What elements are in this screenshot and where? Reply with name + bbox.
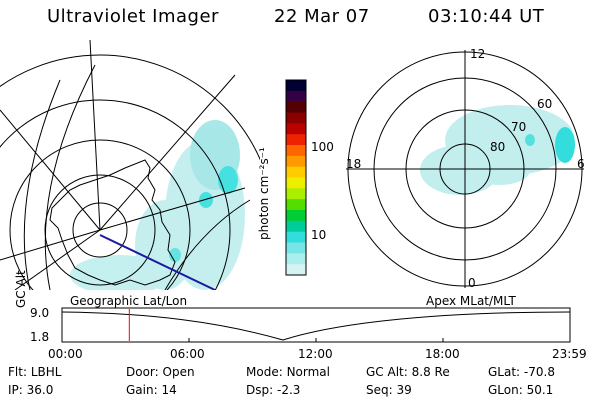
gain-field: Gain: 14 — [126, 383, 177, 397]
mlt-label-6: 6 — [577, 157, 585, 171]
lat-label-60: 60 — [537, 97, 553, 111]
glat-field: GLat: -70.8 — [488, 365, 555, 379]
door-label: Door: — [126, 365, 159, 379]
right-plot-caption: Apex MLat/MLT — [426, 294, 516, 308]
polar-plot — [346, 50, 584, 288]
colorbar-swatch — [286, 231, 306, 243]
colorbar-swatch — [286, 134, 306, 146]
glon-field: GLon: 50.1 — [488, 383, 553, 397]
colorbar-swatch — [286, 112, 306, 124]
mode-label: Mode: — [246, 365, 283, 379]
flt-value: LBHL — [30, 365, 62, 379]
gain-value: 14 — [161, 383, 177, 397]
seq-field: Seq: 39 — [366, 383, 412, 397]
timeline-ymax: 9.0 — [30, 306, 50, 320]
geographic-map — [0, 40, 260, 290]
timeline-xtick-3: 18:00 — [425, 347, 460, 361]
terminator-line — [99, 234, 216, 290]
colorbar-swatch — [286, 253, 306, 265]
ip-field: IP: 36.0 — [8, 383, 53, 397]
timeline-ticks — [61, 338, 571, 342]
colorbar-swatch — [286, 80, 306, 92]
aurora-emission-left — [70, 120, 245, 290]
longitude-lines — [0, 40, 246, 290]
mlt-label-18: 18 — [346, 157, 362, 171]
colorbar-tick-100: 100 — [311, 140, 334, 154]
door-value: Open — [162, 365, 195, 379]
flt-label: Flt: — [8, 365, 27, 379]
timeline-ylabel: GC Alt — [14, 270, 28, 308]
gcalt-label: GC Alt: — [366, 365, 408, 379]
timeline-xtick-1: 06:00 — [170, 347, 205, 361]
date-label: 22 Mar 07 — [274, 6, 370, 27]
colorbar-swatch — [286, 199, 306, 211]
timeline-xtick-0: 00:00 — [48, 347, 83, 361]
colorbar-label: photon cm⁻²s⁻¹ — [257, 147, 271, 240]
gain-label: Gain: — [126, 383, 158, 397]
timeline-ymin: 1.8 — [30, 330, 50, 344]
lat-label-80: 80 — [490, 140, 506, 154]
colorbar-swatch — [286, 155, 306, 168]
mode-value: Normal — [286, 365, 330, 379]
aurora-emission-right — [420, 105, 575, 195]
lat-label-70: 70 — [511, 120, 527, 134]
colorbar-swatch — [286, 101, 306, 113]
dsp-field: Dsp: -2.3 — [246, 383, 300, 397]
mlt-label-0: 0 — [468, 276, 476, 290]
dsp-value: -2.3 — [276, 383, 301, 397]
colorbar-tick-10: 10 — [311, 228, 327, 242]
colorbar-swatch — [286, 220, 306, 233]
app-title: Ultraviolet Imager — [47, 6, 219, 27]
flt-field: Flt: LBHL — [8, 365, 61, 379]
timeline-xtick-2: 12:00 — [298, 347, 333, 361]
mlt-label-12: 12 — [470, 47, 486, 61]
colorbar-swatch — [286, 123, 306, 135]
glon-label: GLon: — [488, 383, 523, 397]
glon-value: 50.1 — [526, 383, 554, 397]
ip-label: IP: — [8, 383, 23, 397]
colorbar-swatch — [286, 90, 306, 103]
left-map-caption: Geographic Lat/Lon — [70, 294, 188, 308]
meridian-arcs — [23, 64, 251, 290]
gc-altitude-curve — [61, 311, 571, 341]
orbit-timeline — [61, 307, 571, 343]
ip-value: 36.0 — [26, 383, 54, 397]
colorbar-swatch — [286, 242, 306, 254]
colorbar-swatch — [286, 177, 306, 189]
colorbar-swatch — [286, 210, 306, 222]
dsp-label: Dsp: — [246, 383, 274, 397]
colorbar — [285, 79, 307, 276]
mode-field: Mode: Normal — [246, 365, 330, 379]
glat-value: -70.8 — [523, 365, 555, 379]
colorbar-swatch — [286, 188, 306, 200]
colorbar-swatch — [286, 145, 306, 157]
seq-value: 39 — [396, 383, 412, 397]
glat-label: GLat: — [488, 365, 521, 379]
seq-label: Seq: — [366, 383, 393, 397]
door-field: Door: Open — [126, 365, 195, 379]
colorbar-swatch — [286, 166, 306, 178]
gcalt-value: 8.8 Re — [411, 365, 450, 379]
time-label: 03:10:44 UT — [428, 6, 545, 27]
timeline-xtick-4: 23:59 — [552, 347, 587, 361]
coastline — [49, 159, 176, 286]
colorbar-swatch — [286, 264, 306, 276]
latitude-circles — [0, 54, 260, 290]
gcalt-field: GC Alt: 8.8 Re — [366, 365, 450, 379]
